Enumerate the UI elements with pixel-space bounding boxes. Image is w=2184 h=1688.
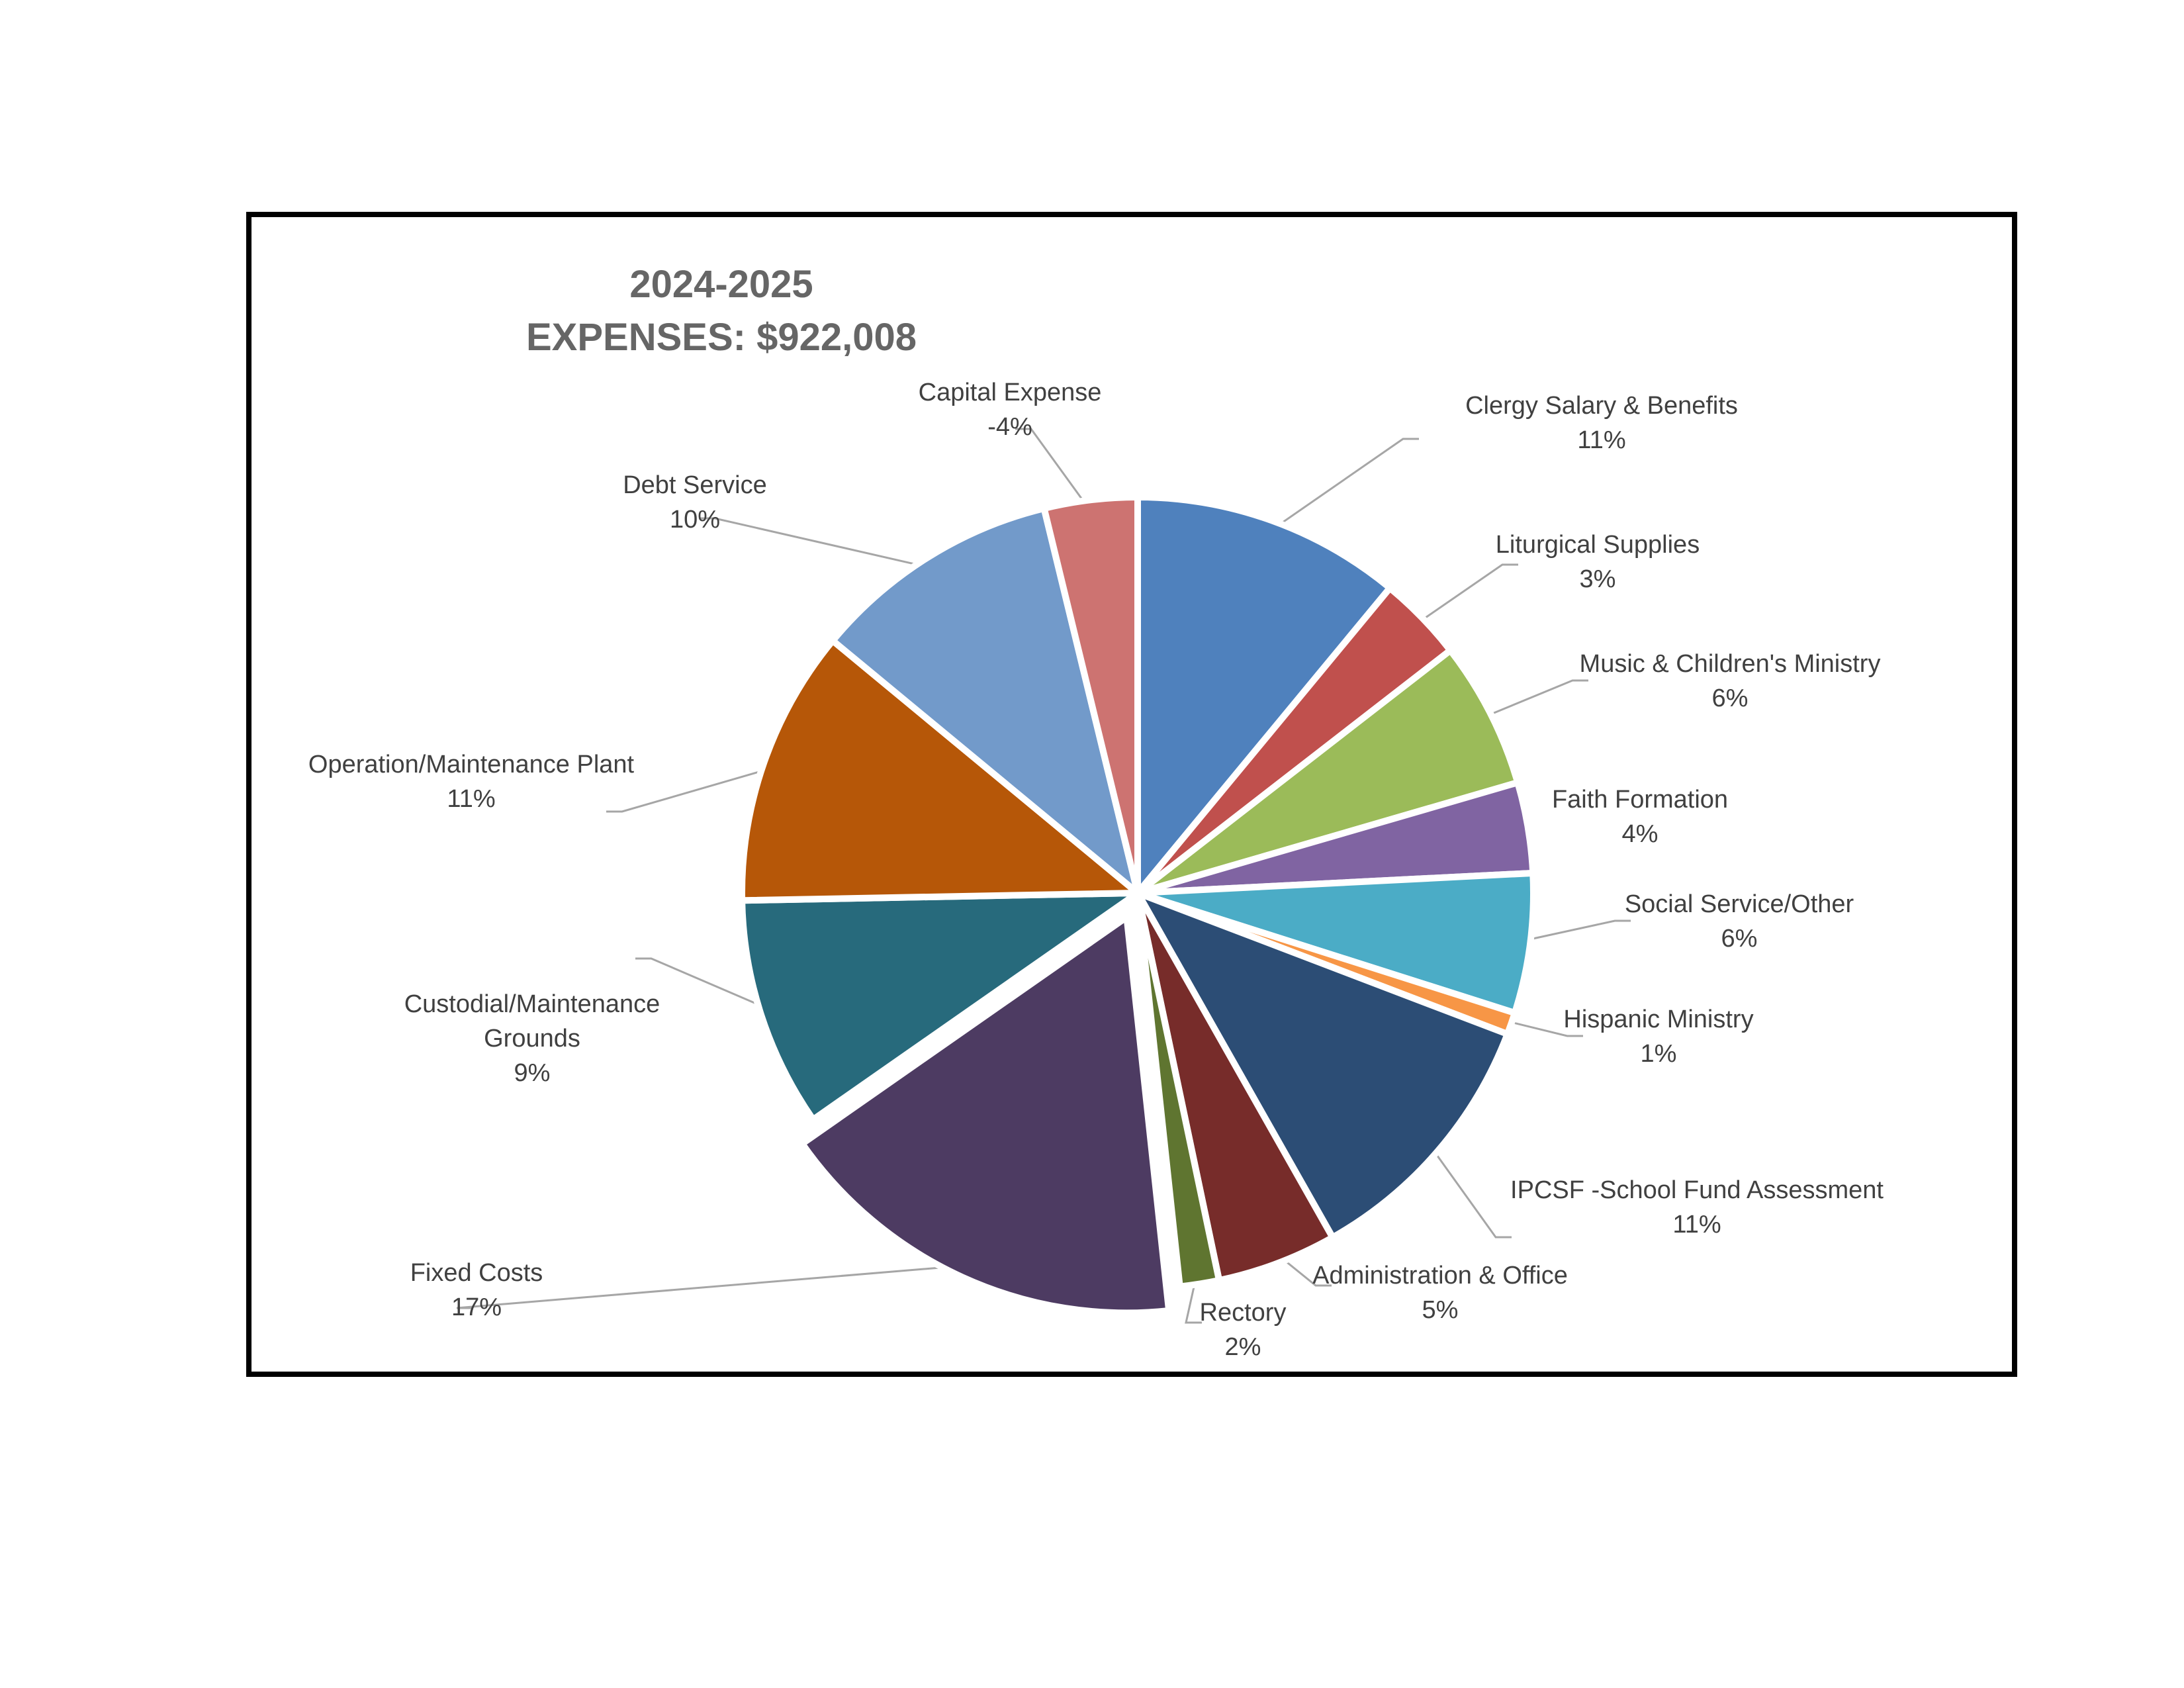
leader-line-2 xyxy=(1412,563,1518,628)
slice-name-label-14: Capital Expense xyxy=(919,379,1102,406)
slice-name-label-12: Operation/Maintenance Plant xyxy=(308,751,635,778)
slice-value-label-1: 11% xyxy=(1577,426,1625,454)
leader-line-13 xyxy=(699,517,935,570)
slice-value-label-12: 11% xyxy=(447,785,495,813)
slice-value-label-11: 9% xyxy=(514,1059,551,1087)
slice-value-label-3: 6% xyxy=(1712,684,1749,712)
leader-line-7 xyxy=(1427,1141,1512,1239)
pie-slice-9 xyxy=(1134,890,1223,1290)
slice-name-label-2: Liturgical Supplies xyxy=(1496,531,1700,559)
pie-slice-12 xyxy=(739,637,1141,904)
pie-chart: Clergy Salary & Benefits 11% Liturgical Su… xyxy=(308,379,1884,1361)
pie-slice-13 xyxy=(829,504,1141,896)
leader-lines xyxy=(456,428,1631,1324)
slice-value-label-7: 11% xyxy=(1672,1211,1721,1239)
pie-slice-11 xyxy=(739,890,1141,1123)
slice-value-label-4: 4% xyxy=(1622,820,1659,848)
slice-value-label-8: 5% xyxy=(1422,1296,1459,1324)
pie-slice-14 xyxy=(1040,494,1141,896)
slice-value-label-10: 17% xyxy=(451,1293,502,1321)
slice-labels: Clergy Salary & Benefits 11% Liturgical Su… xyxy=(308,379,1884,1361)
pie-slice-7 xyxy=(1134,890,1511,1241)
slice-name-label-8: Administration & Office xyxy=(1312,1262,1568,1289)
pie-slices xyxy=(739,494,1537,1317)
slice-value-label-2: 3% xyxy=(1580,565,1616,593)
chart-frame: 2024-2025 EXPENSES: $922,008 Clergy Sala… xyxy=(246,212,2017,1377)
slice-name-label-5: Social Service/Other xyxy=(1625,890,1854,918)
slice-value-label-14: -4% xyxy=(987,413,1032,441)
chart-title-line-1: 2024-2025 xyxy=(629,263,813,306)
pie-slice-8 xyxy=(1134,890,1336,1284)
slice-name-label-4: Faith Formation xyxy=(1552,786,1728,814)
slice-name-label-3: Music & Children's Ministry xyxy=(1580,650,1881,678)
slice-name-label-6: Hispanic Ministry xyxy=(1563,1006,1753,1033)
chart-title-line-2: EXPENSES: $922,008 xyxy=(525,316,917,359)
slice-name-label-13: Debt Service xyxy=(623,471,767,499)
chart-title: 2024-2025 EXPENSES: $922,008 xyxy=(251,217,1191,376)
leader-line-5 xyxy=(1516,919,1631,943)
pie-slice-10 xyxy=(799,914,1173,1317)
slice-name-label-10: Fixed Costs xyxy=(410,1259,543,1287)
leader-line-6 xyxy=(1498,1018,1583,1037)
pie-slice-1 xyxy=(1134,494,1394,896)
leader-line-11 xyxy=(635,957,774,1012)
leader-line-12 xyxy=(606,765,777,813)
leader-line-1 xyxy=(1266,438,1419,534)
pie-slice-3 xyxy=(1134,647,1522,896)
pie-slice-5 xyxy=(1134,869,1537,1017)
slice-value-label-6: 1% xyxy=(1641,1040,1677,1068)
slice-name-label-1: Clergy Salary & Benefits xyxy=(1465,392,1738,420)
leader-line-10 xyxy=(456,1264,969,1309)
slice-name-label-7: IPCSF -School Fund Assessment xyxy=(1510,1176,1884,1204)
slice-value-label-9: 2% xyxy=(1225,1333,1261,1361)
slice-value-label-5: 6% xyxy=(1721,925,1758,953)
leader-line-14 xyxy=(1015,428,1093,514)
slice-name-label-9: Rectory xyxy=(1200,1299,1287,1327)
slice-name-label-11-line-2: Grounds xyxy=(484,1025,580,1053)
slice-value-label-13: 10% xyxy=(670,506,720,534)
leader-line-3 xyxy=(1478,679,1588,720)
slice-name-label-11-line-1: Custodial/Maintenance xyxy=(404,990,660,1018)
